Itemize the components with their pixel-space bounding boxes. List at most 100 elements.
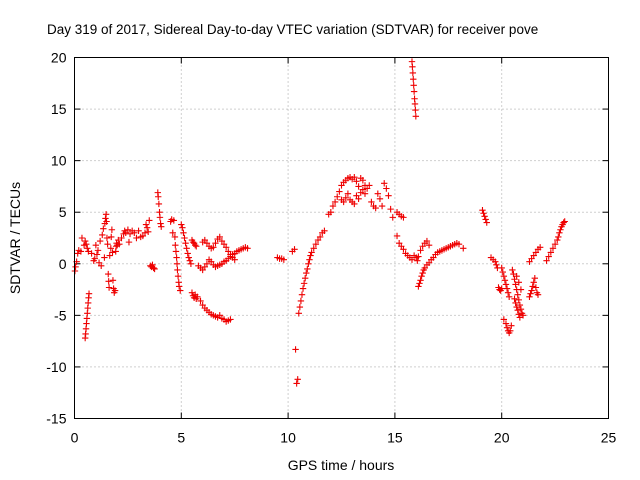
data-point xyxy=(513,303,520,311)
data-point xyxy=(116,240,123,248)
data-point xyxy=(353,178,360,185)
data-point xyxy=(376,195,384,203)
data-point xyxy=(131,229,138,237)
data-point xyxy=(410,82,417,89)
data-point xyxy=(173,254,180,261)
data-point xyxy=(100,225,107,232)
data-point xyxy=(210,244,217,251)
data-point xyxy=(194,293,201,300)
data-point xyxy=(327,209,335,216)
data-point xyxy=(294,376,301,383)
data-point xyxy=(301,275,309,282)
data-point xyxy=(316,233,324,241)
data-point xyxy=(344,190,352,197)
data-point xyxy=(296,303,304,311)
data-point xyxy=(505,293,513,300)
series-seg13 xyxy=(325,173,369,218)
data-point xyxy=(303,269,310,277)
data-point xyxy=(359,186,367,193)
data-point xyxy=(483,219,490,226)
data-point xyxy=(180,229,187,237)
data-point xyxy=(171,233,179,241)
data-point xyxy=(186,257,194,264)
data-point xyxy=(381,180,388,187)
data-point xyxy=(501,277,509,284)
data-point xyxy=(295,310,302,317)
data-point xyxy=(361,190,369,197)
data-point xyxy=(142,221,150,228)
data-point xyxy=(172,248,180,255)
data-point xyxy=(414,257,421,264)
data-point xyxy=(502,281,510,288)
data-point xyxy=(530,279,537,286)
series-seg26 xyxy=(526,275,542,300)
data-point xyxy=(481,213,488,220)
data-point xyxy=(536,244,544,251)
data-point xyxy=(109,277,117,284)
data-point xyxy=(419,269,426,277)
data-point xyxy=(308,249,315,256)
data-point xyxy=(94,247,102,254)
series-seg12 xyxy=(289,227,328,387)
y-tick-label: -10 xyxy=(46,359,66,375)
data-point xyxy=(555,233,562,241)
y-tick-label: 20 xyxy=(51,50,67,66)
data-point xyxy=(415,283,422,290)
data-point xyxy=(517,305,525,313)
data-point xyxy=(500,316,508,323)
series-seg19 xyxy=(415,239,467,290)
data-point xyxy=(102,215,109,222)
data-point xyxy=(423,237,431,245)
data-point xyxy=(143,224,151,231)
data-point xyxy=(84,245,91,252)
data-point xyxy=(504,289,512,296)
data-point xyxy=(498,264,505,272)
data-point xyxy=(81,237,89,245)
data-point xyxy=(304,265,311,273)
data-point xyxy=(177,287,184,294)
data-point xyxy=(83,240,90,248)
data-point xyxy=(400,214,407,221)
data-point xyxy=(334,193,341,200)
data-point xyxy=(389,214,396,221)
data-point xyxy=(155,200,163,208)
data-point xyxy=(144,228,152,236)
data-point xyxy=(99,231,106,239)
data-point xyxy=(355,183,362,190)
data-point xyxy=(460,245,467,252)
data-point xyxy=(183,245,190,252)
data-point xyxy=(545,253,552,260)
data-point xyxy=(416,280,423,287)
data-point xyxy=(197,297,204,305)
data-point xyxy=(383,185,390,192)
data-point xyxy=(96,237,104,245)
data-point xyxy=(92,242,100,249)
data-point xyxy=(331,198,339,206)
data-point xyxy=(307,252,314,259)
data-point xyxy=(368,198,375,206)
series-seg20 xyxy=(479,206,490,226)
data-point xyxy=(280,256,288,263)
data-point xyxy=(512,281,519,288)
data-points xyxy=(71,58,568,387)
data-point xyxy=(298,291,306,298)
data-point xyxy=(514,307,521,314)
data-point xyxy=(492,258,499,265)
data-point xyxy=(412,106,419,114)
data-point xyxy=(515,279,522,286)
data-point xyxy=(108,226,116,233)
data-point xyxy=(412,113,420,120)
series-seg22 xyxy=(500,316,515,337)
data-point xyxy=(411,100,419,108)
plot-frame xyxy=(74,57,609,419)
data-point xyxy=(111,287,119,294)
y-tick-label: -5 xyxy=(54,307,67,323)
data-point xyxy=(173,260,181,267)
data-point xyxy=(517,286,525,293)
data-point xyxy=(359,177,367,184)
y-tick-label: 0 xyxy=(59,256,67,272)
data-point xyxy=(299,285,307,292)
data-point xyxy=(551,240,559,248)
series-seg03 xyxy=(88,211,123,296)
data-point xyxy=(141,229,149,237)
